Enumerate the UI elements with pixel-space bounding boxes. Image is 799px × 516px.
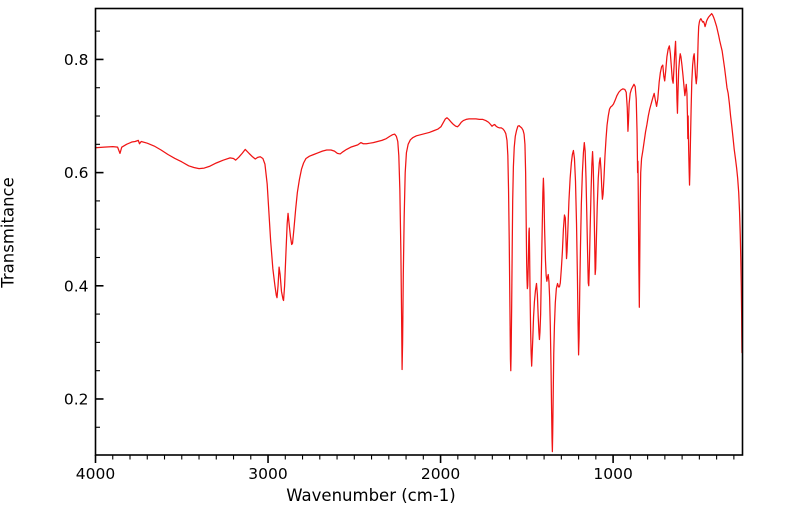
y-tick-label: 0.8 <box>64 51 89 69</box>
x-tick-label: 2000 <box>421 465 460 483</box>
y-tick-label: 0.2 <box>64 390 89 408</box>
y-axis-label: Transmitance <box>0 177 18 288</box>
spectrum-line <box>94 12 743 453</box>
x-axis-label: Wavenumber (cm-1) <box>286 486 456 505</box>
x-tick-label: 1000 <box>593 465 632 483</box>
x-tick-label: 4000 <box>76 465 115 483</box>
y-tick-label: 0.4 <box>64 277 89 295</box>
y-tick-label: 0.6 <box>64 164 89 182</box>
plot-frame <box>94 7 744 456</box>
x-tick-label: 3000 <box>248 465 287 483</box>
